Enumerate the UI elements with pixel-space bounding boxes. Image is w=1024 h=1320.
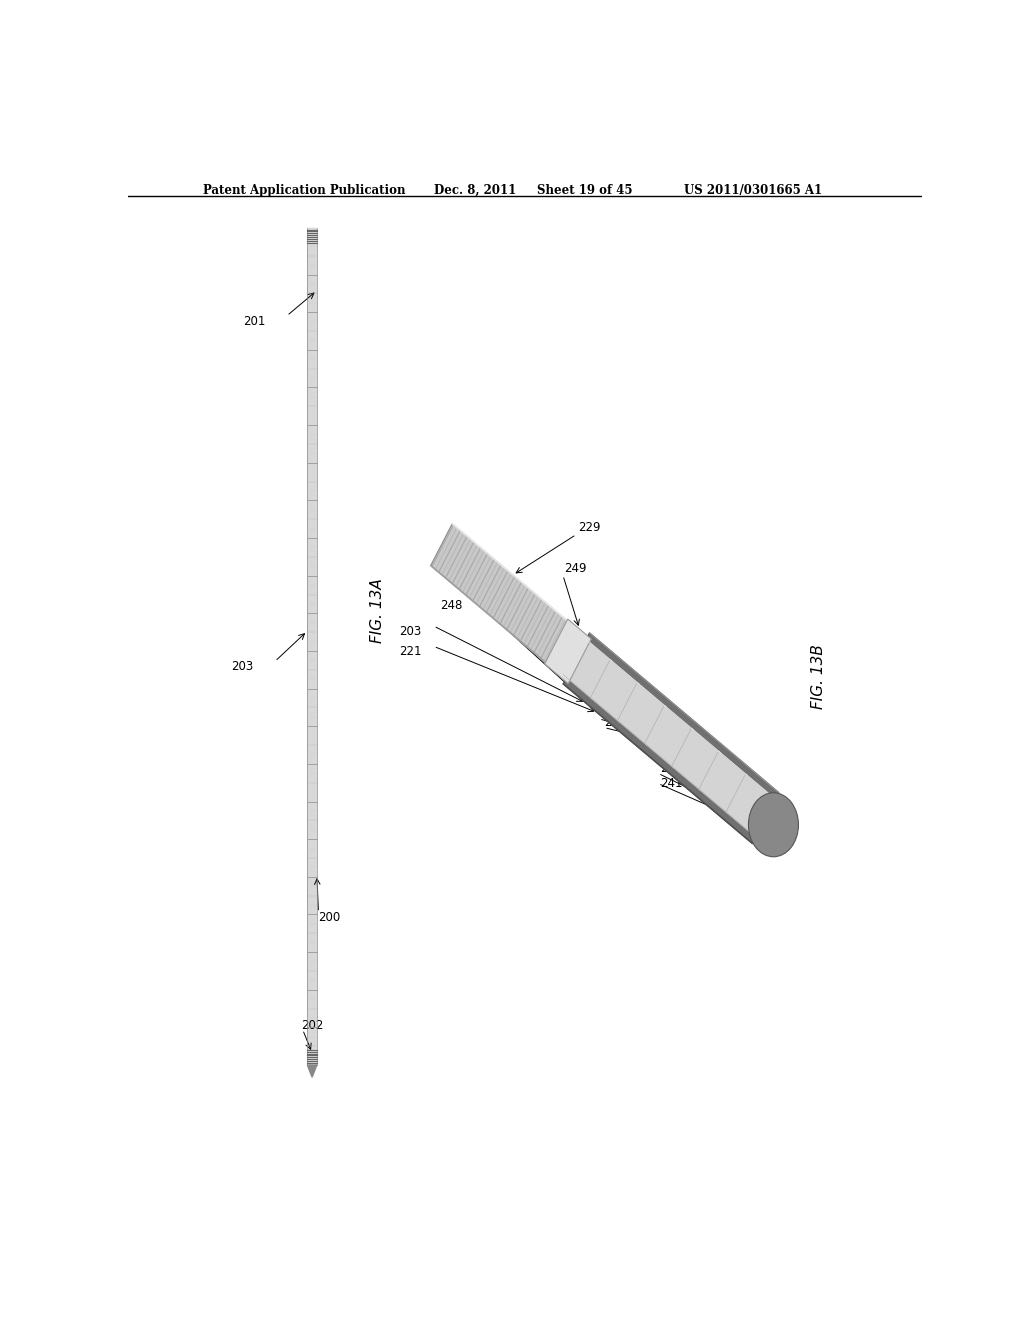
- Polygon shape: [672, 729, 721, 791]
- Polygon shape: [726, 774, 775, 837]
- Text: 248: 248: [440, 599, 462, 612]
- Polygon shape: [563, 634, 778, 843]
- Text: 202: 202: [604, 715, 627, 729]
- Text: 200: 200: [318, 911, 341, 924]
- Polygon shape: [431, 524, 570, 665]
- Polygon shape: [698, 751, 748, 814]
- Polygon shape: [645, 705, 693, 768]
- Polygon shape: [307, 1065, 316, 1077]
- Bar: [307, 227, 316, 1065]
- Polygon shape: [563, 636, 612, 700]
- Text: 221: 221: [399, 645, 422, 657]
- Polygon shape: [617, 682, 667, 746]
- Text: 201: 201: [243, 314, 265, 327]
- Text: 203: 203: [399, 624, 422, 638]
- Text: 202: 202: [301, 1019, 324, 1032]
- Text: 229: 229: [578, 521, 600, 533]
- Text: FIG. 13A: FIG. 13A: [371, 578, 385, 643]
- Ellipse shape: [749, 793, 799, 857]
- Text: Sheet 19 of 45: Sheet 19 of 45: [537, 183, 632, 197]
- Text: Patent Application Publication: Patent Application Publication: [204, 183, 406, 197]
- Text: US 2011/0301665 A1: US 2011/0301665 A1: [684, 183, 821, 197]
- Text: 241: 241: [659, 777, 682, 789]
- Text: 249: 249: [564, 561, 587, 574]
- Polygon shape: [545, 619, 591, 684]
- Text: FIG. 13B: FIG. 13B: [811, 644, 826, 709]
- Text: Dec. 8, 2011: Dec. 8, 2011: [433, 183, 516, 197]
- Text: 208: 208: [659, 762, 682, 775]
- Polygon shape: [591, 660, 639, 722]
- Text: 203: 203: [231, 660, 253, 673]
